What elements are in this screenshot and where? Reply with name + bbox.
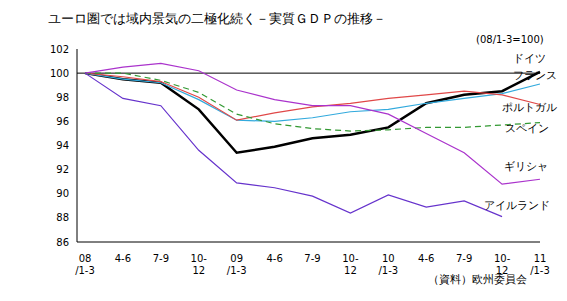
svg-text:86: 86 xyxy=(56,237,69,248)
html-text:ユーロ圏では域内景気の二極化続く－実質ＧＤＰの推移－: ユーロ圏では域内景気の二極化続く－実質ＧＤＰの推移－ xyxy=(48,11,386,26)
svg-text:10/1-3: 10/1-3 xyxy=(378,253,398,276)
svg-text:スペイン: スペイン xyxy=(505,122,549,135)
svg-text:4-6: 4-6 xyxy=(418,253,434,264)
svg-text:100: 100 xyxy=(50,68,69,79)
svg-text:7-9: 7-9 xyxy=(153,253,169,264)
svg-text:ギリシャ: ギリシャ xyxy=(504,160,548,173)
svg-text:10-12: 10-12 xyxy=(342,253,359,276)
svg-text:96: 96 xyxy=(56,116,69,127)
svg-text:98: 98 xyxy=(56,92,69,103)
svg-text:4-6: 4-6 xyxy=(115,253,131,264)
svg-text:92: 92 xyxy=(56,164,69,175)
html-text:（資料）欧州委員会: （資料）欧州委員会 xyxy=(428,273,527,286)
svg-text:88: 88 xyxy=(56,212,69,223)
svg-text:7-9: 7-9 xyxy=(304,253,320,264)
svg-text:10-12: 10-12 xyxy=(494,253,511,276)
svg-text:102: 102 xyxy=(50,44,69,55)
svg-text:フランス: フランス xyxy=(513,69,557,82)
svg-text:09/1-3: 09/1-3 xyxy=(227,253,247,276)
svg-text:4-6: 4-6 xyxy=(266,253,282,264)
svg-text:94: 94 xyxy=(56,140,69,151)
html-text:(08/1-3=100): (08/1-3=100) xyxy=(476,34,544,45)
svg-text:90: 90 xyxy=(56,188,69,199)
svg-text:アイルランド: アイルランド xyxy=(484,199,550,212)
svg-text:08/1-3: 08/1-3 xyxy=(75,253,95,276)
svg-text:10-12: 10-12 xyxy=(191,253,208,276)
svg-text:11/1-3: 11/1-3 xyxy=(530,253,550,276)
svg-text:ドイツ: ドイツ xyxy=(513,52,546,65)
svg-text:ポルトガル: ポルトガル xyxy=(502,101,557,114)
svg-text:7-9: 7-9 xyxy=(456,253,472,264)
